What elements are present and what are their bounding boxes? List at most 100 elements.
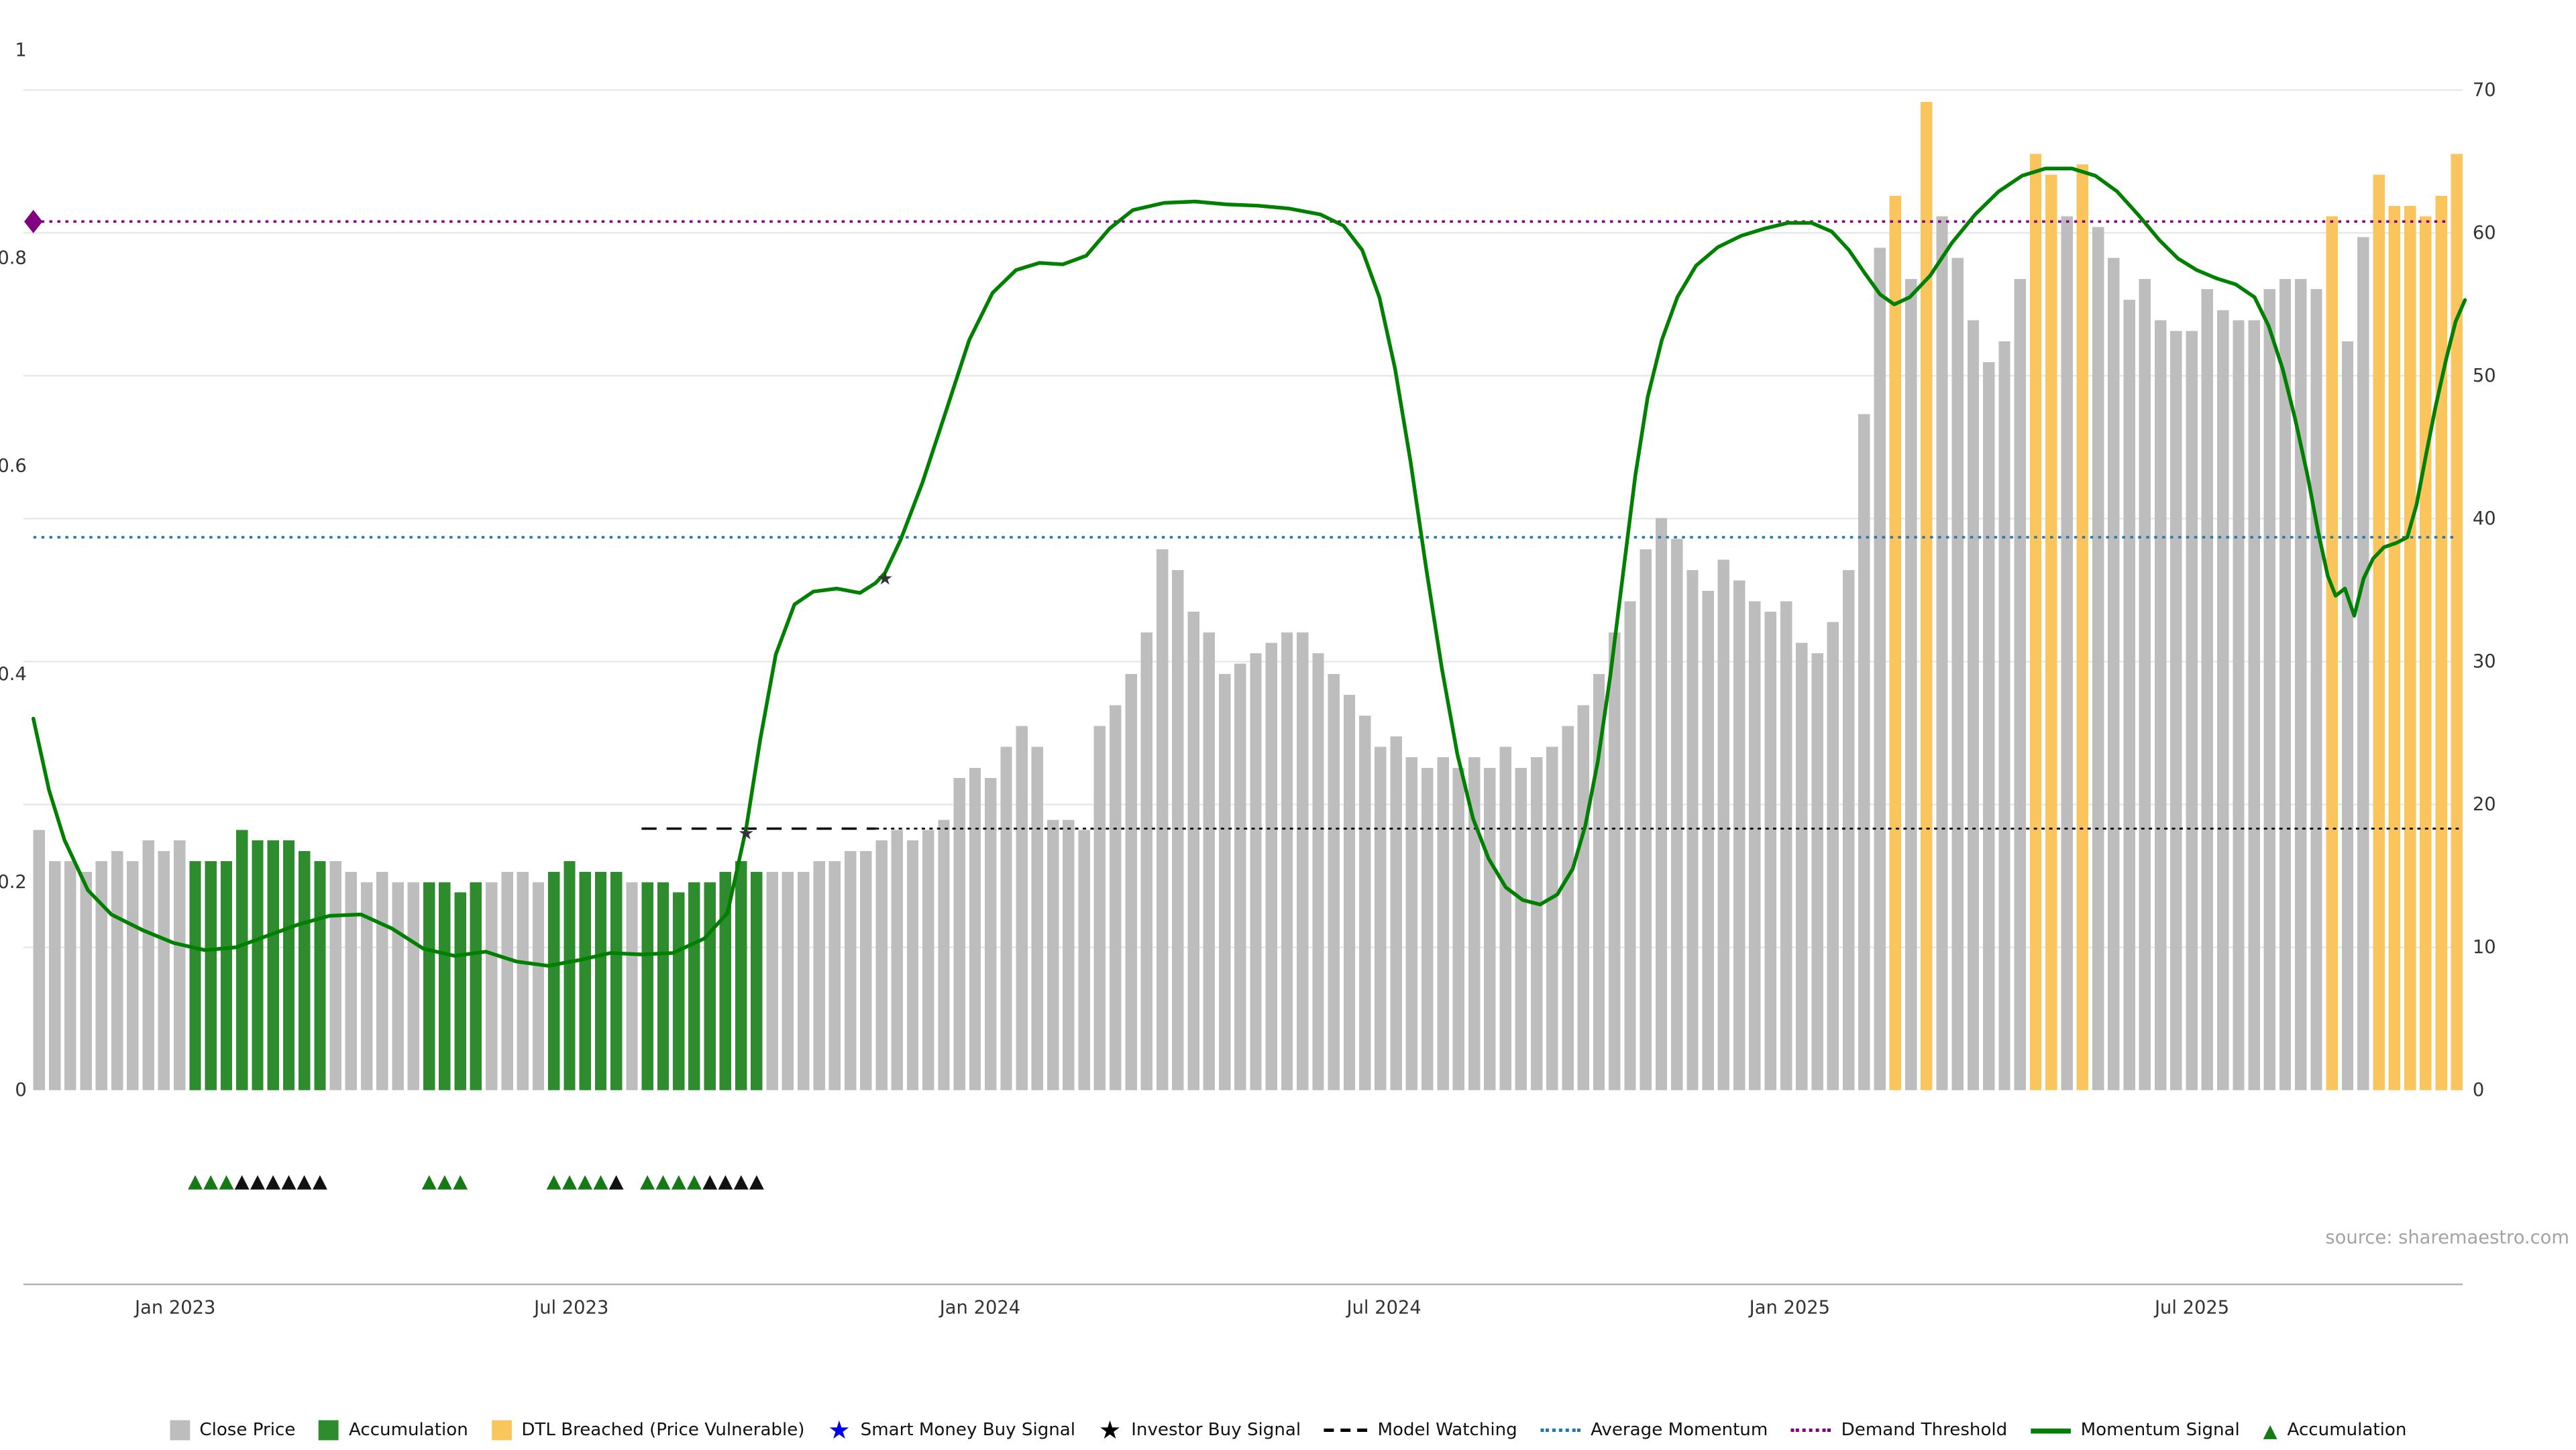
price-bar (751, 871, 763, 1091)
close-price-swatch-icon (169, 1420, 190, 1441)
right-axis-tick-label: 30 (2473, 651, 2496, 672)
price-bar (2263, 289, 2276, 1091)
price-bar (1125, 674, 1137, 1091)
left-axis-tick-label: 0.4 (0, 664, 27, 685)
legend-label-investor-buy-signal: Investor Buy Signal (1131, 1420, 1301, 1441)
accumulation-triangle-black (718, 1175, 733, 1190)
price-bar (641, 882, 653, 1091)
price-bar (938, 820, 950, 1091)
accumulation-triangle-black (313, 1175, 327, 1190)
legend-item-average-momentum: Average Momentum (1540, 1420, 1768, 1440)
x-axis-tick-label: Jul 2024 (1346, 1298, 1421, 1319)
price-bar (1297, 632, 1309, 1091)
price-bar (2326, 216, 2339, 1091)
price-bar (1000, 746, 1012, 1091)
price-bar (2310, 289, 2322, 1091)
price-bar (1452, 767, 1464, 1091)
price-bar (688, 882, 700, 1091)
left-axis-tick-label: 0.2 (0, 872, 27, 893)
model-watching-swatch-icon (1324, 1429, 1368, 1432)
price-bar (969, 767, 981, 1091)
x-axis-tick-label: Jan 2023 (133, 1298, 215, 1319)
price-bar (859, 850, 872, 1091)
price-bar (1187, 612, 1199, 1091)
accumulation-triangle-green (655, 1175, 671, 1190)
price-bar (828, 861, 841, 1091)
price-bar (2045, 174, 2057, 1091)
legend-item-smart-money-buy-signal: ★ Smart Money Buy Signal (828, 1417, 1075, 1443)
legend-item-momentum-signal: Momentum Signal (2031, 1420, 2240, 1440)
legend-item-demand-threshold: Demand Threshold (1791, 1420, 2007, 1440)
price-bar (1515, 767, 1527, 1091)
price-bar (1951, 258, 1964, 1091)
price-bar (1624, 601, 1636, 1091)
price-bar (282, 840, 295, 1091)
price-bar (1733, 580, 1746, 1091)
price-bar (1671, 539, 1683, 1091)
price-bar (1375, 746, 1387, 1091)
investor-buy-star: ★ (877, 569, 894, 590)
accumulation-triangle-green (671, 1175, 686, 1190)
price-bar (2076, 164, 2089, 1091)
price-bar (579, 871, 591, 1091)
price-bar (1234, 663, 1246, 1091)
price-bar (220, 861, 233, 1091)
price-bar (1562, 726, 1574, 1091)
right-axis-tick-label: 10 (2473, 937, 2496, 958)
price-bar (1904, 278, 1917, 1091)
accumulation-triangle-black (234, 1175, 250, 1190)
legend-item-accumulation: Accumulation (319, 1420, 468, 1441)
price-bar (173, 840, 186, 1091)
accumulation-marker-swatch-icon: ▲ (2263, 1419, 2277, 1441)
price-bar (252, 840, 264, 1091)
price-bar (2170, 331, 2182, 1091)
price-bar (1250, 653, 1262, 1091)
price-bar (2404, 206, 2416, 1091)
left-axis-tick-label: 0.8 (0, 247, 27, 268)
price-bar (1609, 632, 1621, 1091)
right-axis-tick-label: 50 (2473, 366, 2496, 386)
price-bar (407, 882, 420, 1091)
price-bar (2108, 258, 2120, 1091)
price-bar (1172, 570, 1184, 1091)
price-bar (2061, 216, 2073, 1091)
price-bar (1811, 653, 1823, 1091)
price-bar (594, 871, 607, 1091)
chart-legend: Close Price Accumulation DTL Breached (Pri… (0, 1410, 2576, 1450)
price-bar (1686, 570, 1699, 1091)
price-bar (1218, 674, 1231, 1091)
price-bar (1655, 518, 1668, 1091)
price-bar (33, 830, 46, 1091)
left-axis-tick-label: 0 (15, 1080, 26, 1101)
price-bar (2357, 237, 2369, 1091)
price-bar (1936, 216, 1948, 1091)
price-bar (1359, 716, 1371, 1091)
price-bar (439, 882, 451, 1091)
right-axis-tick-label: 20 (2473, 794, 2496, 815)
smart-money-buy-star: ★ (738, 824, 755, 844)
accumulation-triangle-green (640, 1175, 655, 1190)
price-bar (1140, 632, 1152, 1091)
price-bar (1390, 736, 1403, 1091)
right-axis-tick-label: 0 (2473, 1080, 2484, 1101)
price-bar (985, 778, 997, 1091)
price-bar (1640, 549, 1652, 1091)
price-bar (127, 861, 139, 1091)
price-bar (1749, 601, 1761, 1091)
accumulation-triangle-green (546, 1175, 561, 1190)
price-bar (2216, 310, 2229, 1091)
price-bar (80, 871, 92, 1091)
price-bar (423, 882, 435, 1091)
momentum-signal-swatch-icon (2031, 1427, 2071, 1433)
price-bar (2451, 154, 2463, 1091)
accumulation-triangle-black (250, 1175, 265, 1190)
price-bar (813, 861, 825, 1091)
accumulation-triangle-black (702, 1175, 718, 1190)
price-bar (1203, 632, 1215, 1091)
price-bar (735, 861, 747, 1091)
price-bar (2420, 216, 2432, 1091)
price-bar (1796, 643, 1808, 1091)
price-bar (1343, 695, 1356, 1091)
price-bar (1093, 726, 1106, 1091)
